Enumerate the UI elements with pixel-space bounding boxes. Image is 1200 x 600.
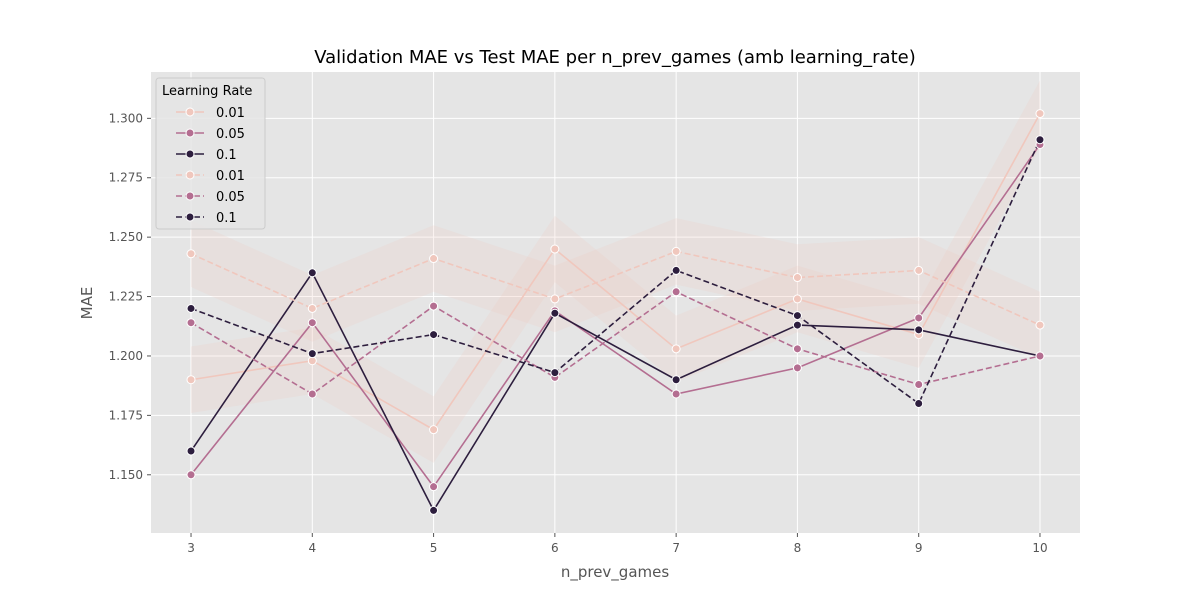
legend: Learning Rate 0.01 0.05 0.1 0.01 0.05 0.1 — [155, 77, 266, 230]
data-point — [550, 368, 560, 378]
y-tick-label: 1.275 — [109, 171, 143, 185]
data-point — [307, 318, 317, 328]
data-point — [550, 294, 560, 304]
x-tick-label: 8 — [794, 541, 802, 555]
legend-marker — [185, 128, 195, 138]
data-point — [671, 389, 681, 399]
data-point — [792, 273, 802, 283]
y-tick-label: 1.150 — [109, 468, 143, 482]
data-point — [429, 482, 439, 492]
data-point — [429, 301, 439, 311]
legend-box — [155, 77, 266, 230]
data-point — [429, 505, 439, 515]
legend-marker — [185, 212, 195, 222]
plot-background — [151, 72, 1080, 533]
x-tick-label: 6 — [551, 541, 559, 555]
data-point — [914, 265, 924, 275]
data-point — [186, 470, 196, 480]
series-line-0.05-dashed — [190, 290, 1041, 395]
confidence-bands — [191, 80, 1040, 463]
data-point — [671, 375, 681, 385]
data-point — [792, 320, 802, 330]
data-point — [1035, 109, 1045, 119]
y-axis-ticks: 1.150 1.175 1.200 1.225 1.250 1.275 1.300 — [109, 111, 151, 482]
legend-label: 0.05 — [216, 127, 245, 142]
legend-marker — [185, 191, 195, 201]
data-point — [307, 389, 317, 399]
data-point — [429, 425, 439, 435]
y-tick-label: 1.300 — [109, 111, 143, 125]
data-point — [307, 268, 317, 278]
x-tick-label: 5 — [430, 541, 438, 555]
data-point — [914, 379, 924, 389]
series-lines — [190, 113, 1041, 513]
x-tick-label: 7 — [672, 541, 680, 555]
data-point — [429, 330, 439, 340]
data-point — [914, 398, 924, 408]
data-point — [186, 249, 196, 259]
series-line-0.01-dashed — [190, 250, 1041, 326]
data-point — [671, 265, 681, 275]
x-tick-label: 3 — [187, 541, 195, 555]
legend-marker — [185, 170, 195, 180]
data-point — [792, 344, 802, 354]
data-point — [186, 303, 196, 313]
confidence-band — [191, 80, 1040, 463]
legend-marker — [185, 149, 195, 159]
data-point — [671, 287, 681, 297]
data-point — [550, 244, 560, 254]
y-tick-label: 1.225 — [109, 290, 143, 304]
data-point — [792, 294, 802, 304]
confidence-band — [191, 218, 1040, 359]
data-point — [914, 313, 924, 323]
legend-label: 0.1 — [216, 211, 237, 226]
y-tick-label: 1.200 — [109, 349, 143, 363]
y-tick-label: 1.250 — [109, 230, 143, 244]
data-point — [792, 311, 802, 321]
data-point — [671, 246, 681, 256]
data-point — [307, 303, 317, 313]
data-point — [1035, 351, 1045, 361]
y-tick-label: 1.175 — [109, 408, 143, 422]
data-point — [1035, 320, 1045, 330]
legend-label: 0.01 — [216, 106, 245, 121]
legend-label: 0.01 — [216, 169, 245, 184]
data-point — [186, 318, 196, 328]
x-axis-ticks: 3 4 5 6 7 8 9 10 — [187, 533, 1048, 555]
data-point — [186, 446, 196, 456]
data-point — [307, 349, 317, 359]
legend-label: 0.05 — [216, 190, 245, 205]
data-point — [550, 308, 560, 318]
data-point — [671, 344, 681, 354]
data-point — [429, 254, 439, 264]
data-point — [1035, 135, 1045, 145]
x-tick-label: 10 — [1032, 541, 1047, 555]
chart-title: Validation MAE vs Test MAE per n_prev_ga… — [314, 47, 916, 68]
data-point — [914, 325, 924, 335]
y-axis-label: MAE — [78, 287, 96, 320]
data-point — [792, 363, 802, 373]
x-tick-label: 4 — [308, 541, 316, 555]
legend-marker — [185, 107, 195, 117]
series-line-0.1-dashed — [190, 139, 1041, 405]
x-axis-label: n_prev_games — [561, 563, 670, 582]
series-line-0.1-solid — [190, 271, 1041, 513]
legend-title: Learning Rate — [162, 84, 252, 99]
series-points — [186, 109, 1045, 515]
x-tick-label: 9 — [915, 541, 923, 555]
legend-label: 0.1 — [216, 148, 237, 163]
data-point — [186, 375, 196, 385]
